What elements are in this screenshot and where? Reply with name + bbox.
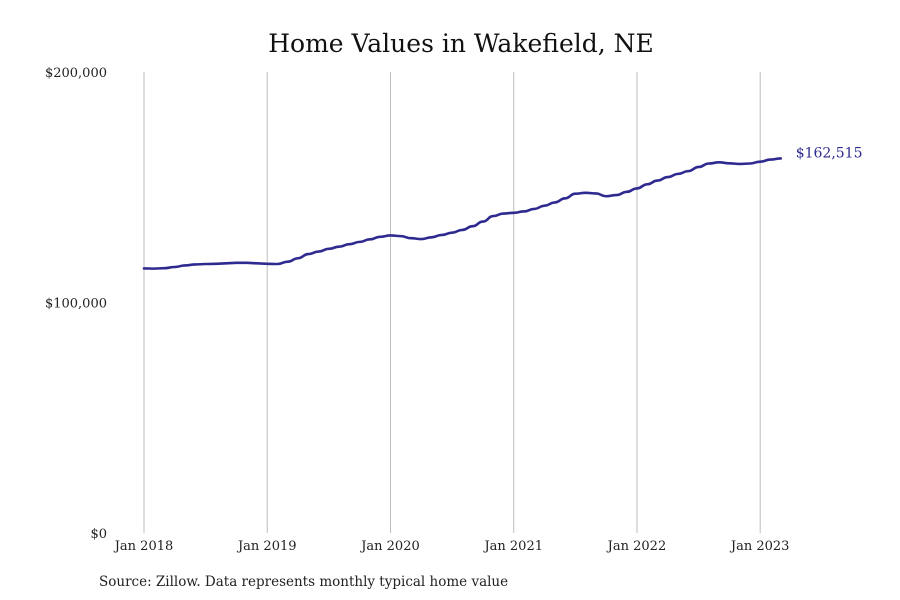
x-tick-label: Jan 2020 [359, 539, 420, 554]
x-tick-label: Jan 2022 [606, 539, 667, 554]
y-tick-label: $200,000 [45, 66, 107, 81]
y-tick-label: $0 [90, 527, 107, 542]
series-layer [142, 157, 783, 270]
vertical-gridlines [143, 72, 761, 533]
x-tick-label: Jan 2021 [482, 539, 543, 554]
series-line-home-value [142, 157, 783, 270]
x-axis-tick-labels: Jan 2018 Jan 2019 Jan 2020 Jan 2021 Jan 2022… [113, 539, 790, 554]
series-end-value-label: $162,515 [796, 145, 863, 161]
x-tick-label: Jan 2023 [729, 539, 790, 554]
y-tick-label: $100,000 [45, 297, 107, 312]
x-tick-label: Jan 2019 [236, 539, 297, 554]
source-note: Source: Zillow. Data represents monthly … [99, 574, 508, 590]
y-axis-tick-labels: $0 $100,000 $200,000 [45, 66, 107, 542]
chart-title: Home Values in Wakefield, NE [268, 29, 654, 58]
x-tick-label: Jan 2018 [113, 539, 174, 554]
